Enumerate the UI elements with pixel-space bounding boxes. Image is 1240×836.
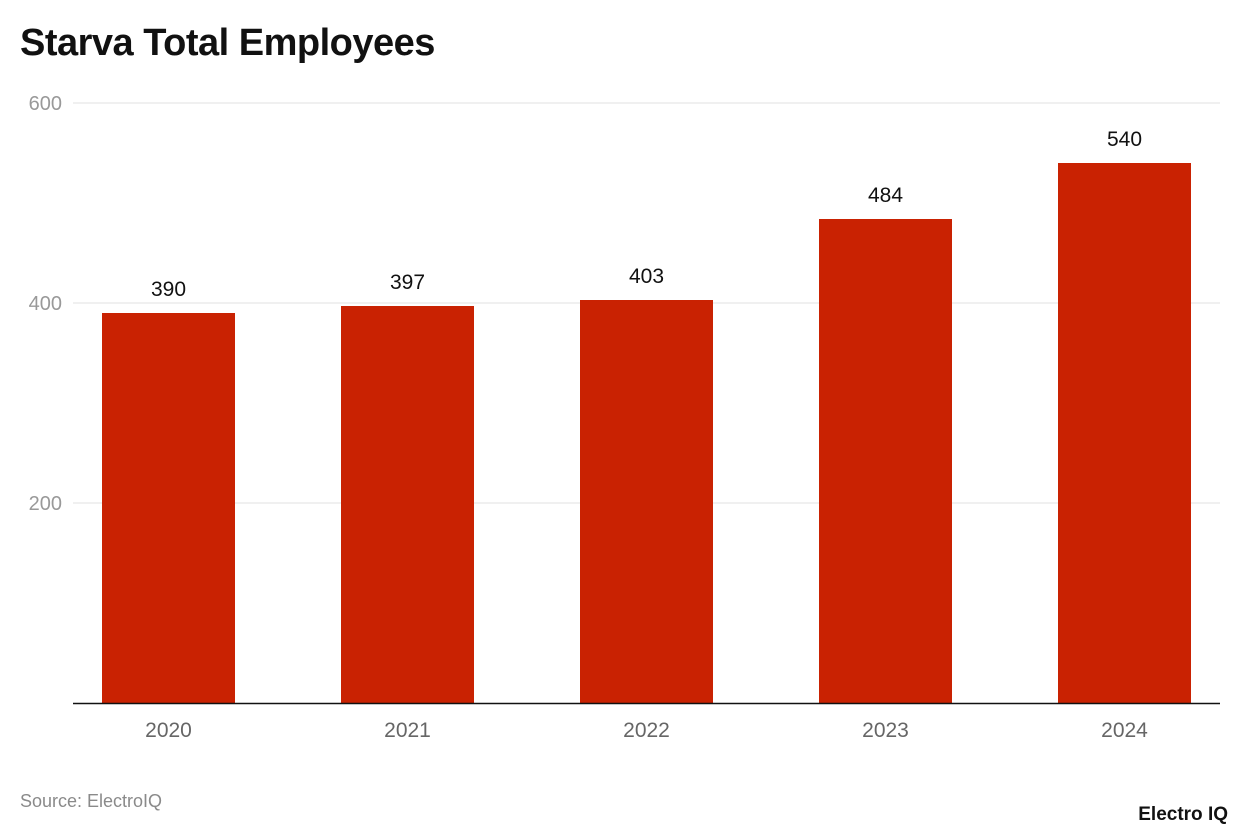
y-tick-label: 200	[29, 493, 62, 515]
data-label: 403	[629, 265, 664, 288]
data-label: 540	[1107, 128, 1142, 151]
source-note: Source: ElectroIQ	[20, 791, 163, 811]
x-tick-label: 2020	[145, 719, 192, 742]
bar-2020	[102, 313, 235, 703]
bar-2022	[580, 300, 713, 703]
y-tick-label: 600	[29, 93, 62, 115]
chart-title: Starva Total Employees	[20, 22, 435, 64]
bar-2021	[341, 306, 474, 703]
data-label: 484	[868, 184, 903, 207]
bar-2023	[819, 219, 952, 703]
bar-2024	[1058, 163, 1191, 703]
x-tick-label: 2021	[384, 719, 431, 742]
data-label: 390	[151, 278, 186, 301]
y-tick-label: 400	[29, 293, 62, 315]
electroiq-logo: Electro IQ	[1138, 804, 1228, 825]
x-tick-label: 2024	[1101, 719, 1148, 742]
x-tick-label: 2023	[862, 719, 909, 742]
data-label: 397	[390, 271, 425, 294]
x-tick-label: 2022	[623, 719, 670, 742]
